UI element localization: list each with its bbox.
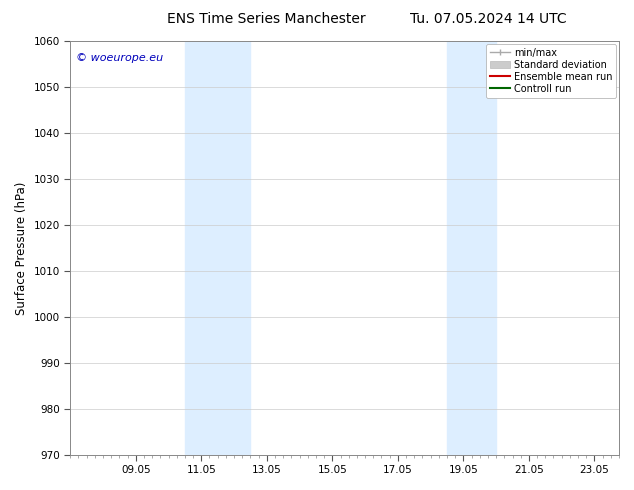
Text: Tu. 07.05.2024 14 UTC: Tu. 07.05.2024 14 UTC [410, 12, 567, 26]
Bar [185, 41, 250, 455]
Legend: min/max, Standard deviation, Ensemble mean run, Controll run: min/max, Standard deviation, Ensemble me… [486, 44, 616, 98]
Y-axis label: Surface Pressure (hPa): Surface Pressure (hPa) [15, 181, 28, 315]
Bar [447, 41, 496, 455]
Text: © woeurope.eu: © woeurope.eu [75, 53, 163, 64]
Text: ENS Time Series Manchester: ENS Time Series Manchester [167, 12, 366, 26]
